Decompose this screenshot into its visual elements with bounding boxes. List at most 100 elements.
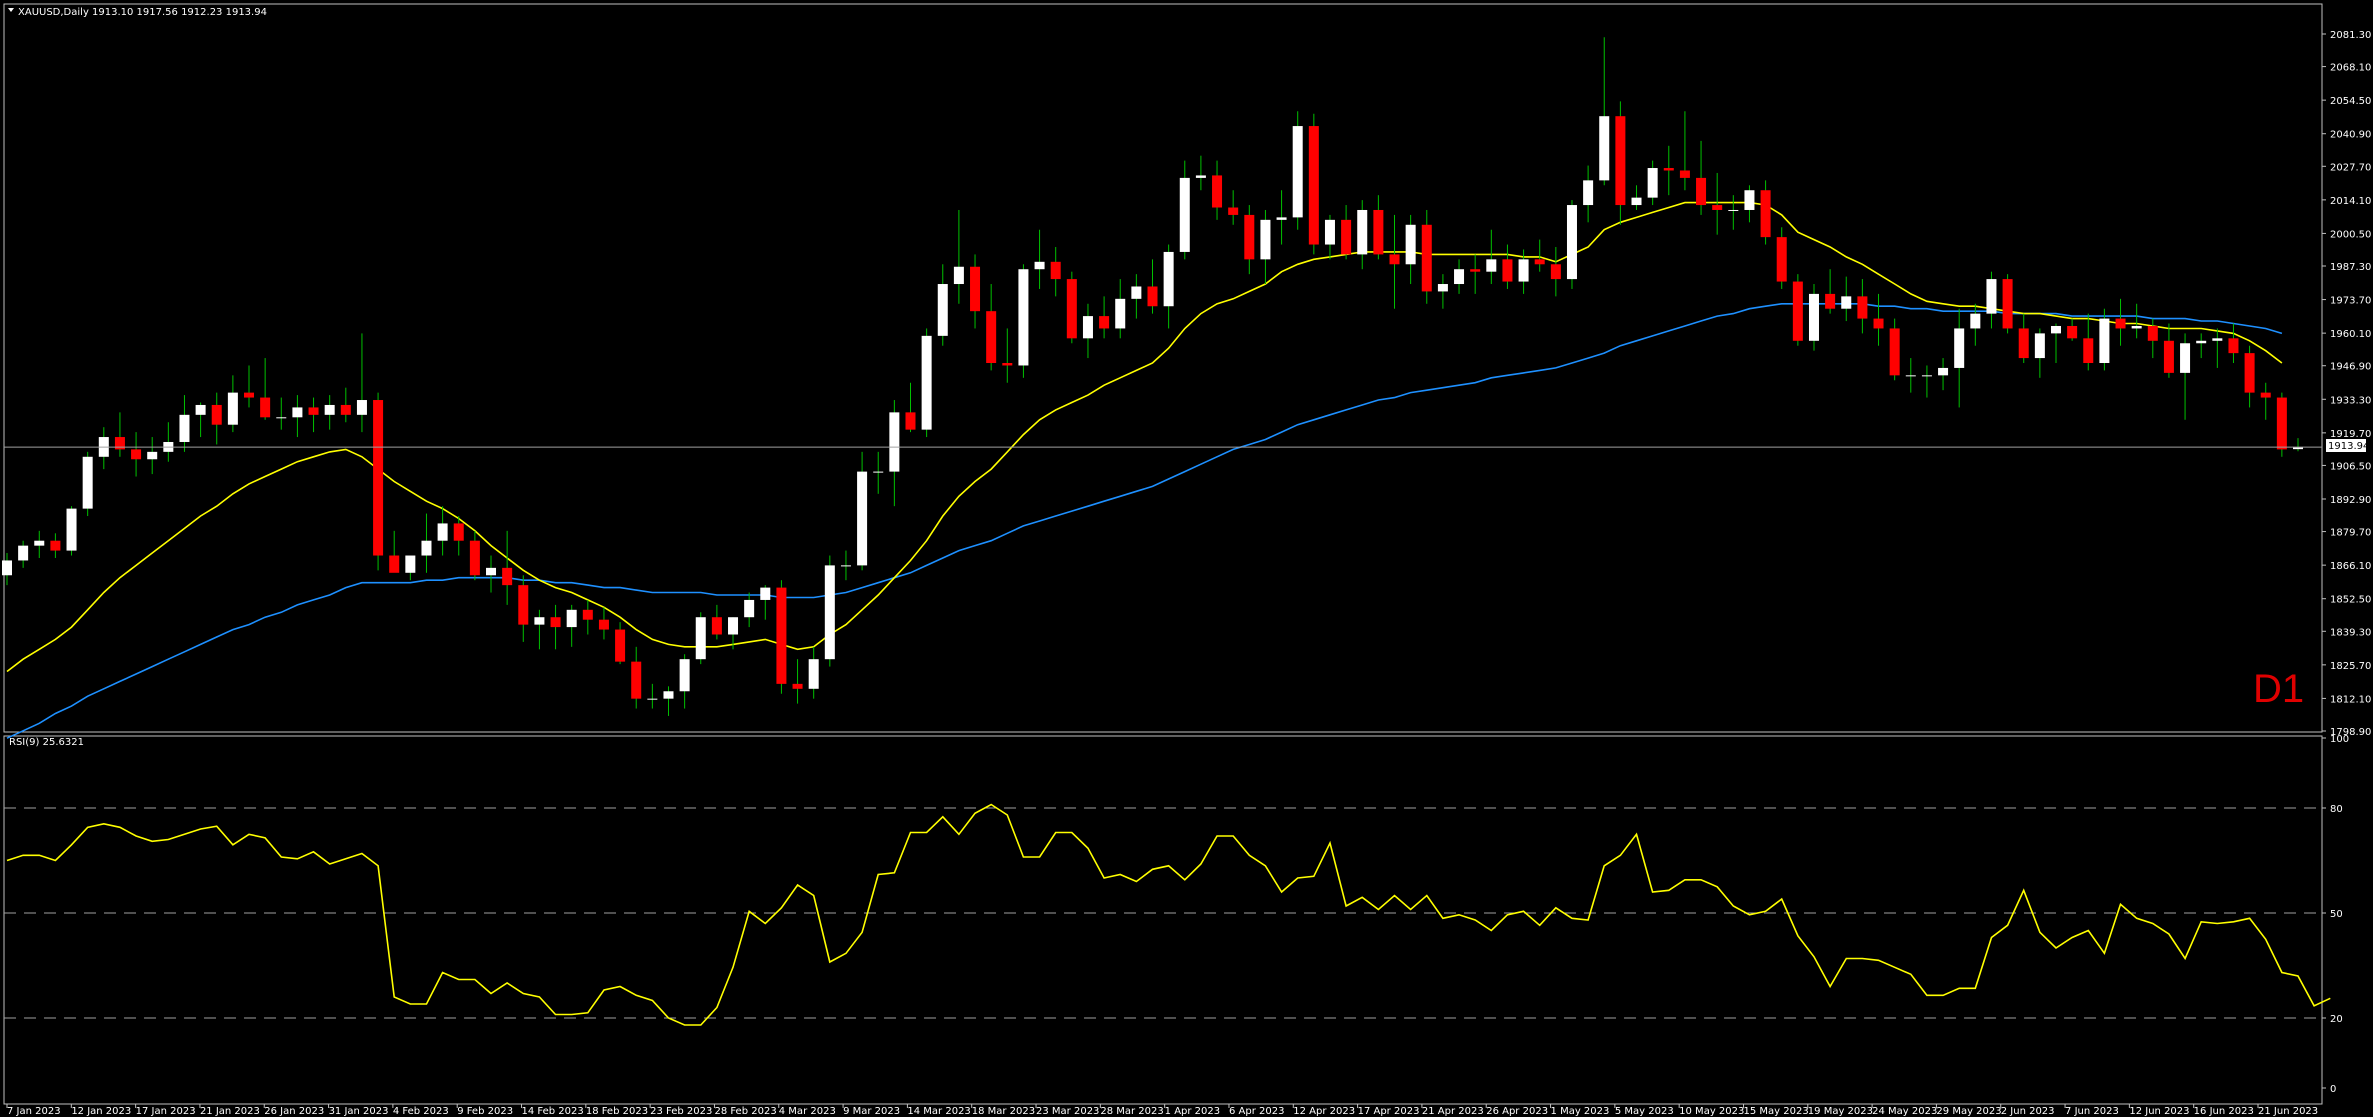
candle xyxy=(1760,180,1771,245)
time-tick-label: 28 Feb 2023 xyxy=(714,1106,776,1117)
time-tick-label: 1 Apr 2023 xyxy=(1165,1106,1220,1117)
bull-candle-body xyxy=(1324,219,1335,245)
candle xyxy=(2292,438,2304,452)
bull-candle-body xyxy=(679,659,690,692)
candle xyxy=(728,617,739,650)
price-tick-label: 2027.70 xyxy=(2330,162,2371,173)
candle xyxy=(373,392,384,571)
bull-candle-body xyxy=(1292,126,1303,218)
candle xyxy=(840,550,851,581)
rsi-tick-label: 50 xyxy=(2330,909,2343,920)
candle xyxy=(195,402,206,438)
candle xyxy=(1002,328,1013,383)
bull-candle-body xyxy=(356,400,367,415)
candle xyxy=(324,395,335,430)
bear-candle-body xyxy=(1502,259,1513,282)
candle xyxy=(1808,284,1819,351)
candle xyxy=(2083,313,2094,371)
candle xyxy=(389,530,400,573)
candle xyxy=(905,382,916,433)
bear-candle-body xyxy=(582,609,593,620)
candle xyxy=(2212,328,2223,368)
price-tick-label: 1866.10 xyxy=(2330,561,2371,572)
bull-candle-body xyxy=(1728,209,1739,211)
bear-candle-body xyxy=(1679,170,1690,178)
time-tick-label: 12 Jun 2023 xyxy=(2129,1106,2189,1117)
candle xyxy=(1712,172,1723,235)
price-tick-label: 1839.30 xyxy=(2330,627,2371,638)
bull-candle-body xyxy=(534,617,545,625)
candle xyxy=(1986,271,1997,329)
bull-candle-body xyxy=(1744,190,1755,210)
candle xyxy=(873,451,884,494)
bear-candle-body xyxy=(518,585,529,625)
price-tick-label: 1987.30 xyxy=(2330,262,2371,273)
bear-candle-body xyxy=(2163,340,2174,373)
candle xyxy=(163,422,174,462)
bull-candle-body xyxy=(1034,261,1045,270)
bear-candle-body xyxy=(2115,318,2126,329)
candle xyxy=(308,397,319,433)
bull-candle-body xyxy=(1357,209,1368,255)
price-axis: 2081.30 2068.10 2054.50 2040.90 2027.70 2014.… xyxy=(2322,30,2371,738)
candle xyxy=(1212,160,1223,220)
bear-candle-body xyxy=(2002,279,2013,329)
candle xyxy=(1357,200,1368,270)
timeframe-label: D1 xyxy=(2253,667,2304,711)
bear-candle-body xyxy=(2067,325,2078,339)
rsi-header: RSI(9) 25.6321 xyxy=(9,737,84,748)
time-tick-label: 9 Feb 2023 xyxy=(457,1106,513,1117)
bear-candle-body xyxy=(373,400,384,556)
candle xyxy=(953,209,964,304)
bear-candle-body xyxy=(1066,279,1077,339)
bear-candle-body xyxy=(2083,338,2094,364)
bear-candle-body xyxy=(502,567,513,586)
bear-candle-body xyxy=(308,407,319,415)
bull-candle-body xyxy=(953,266,964,285)
bull-candle-body xyxy=(405,555,416,573)
time-tick-label: 26 Jan 2023 xyxy=(264,1106,324,1117)
candle xyxy=(1066,271,1077,344)
bull-candle-body xyxy=(1921,375,1932,377)
bull-candle-body xyxy=(1163,251,1174,307)
candle xyxy=(776,580,787,694)
bull-candle-body xyxy=(1260,219,1271,260)
bear-candle-body xyxy=(211,404,222,425)
bull-candle-body xyxy=(2292,447,2304,450)
time-tick-label: 7 Jun 2023 xyxy=(2065,1106,2119,1117)
candle xyxy=(1954,308,1965,408)
bear-candle-body xyxy=(1228,207,1239,215)
rsi-axis: 100 80 50 20 0 xyxy=(2322,734,2349,1095)
bull-candle-body xyxy=(1954,328,1965,368)
price-tick-label: 1933.30 xyxy=(2330,395,2371,406)
candle xyxy=(1437,274,1448,309)
bear-candle-body xyxy=(1792,281,1803,341)
menu-triangle-icon[interactable] xyxy=(8,8,14,12)
time-tick-label: 23 Mar 2023 xyxy=(1036,1106,1099,1117)
candle xyxy=(2228,323,2239,364)
bull-candle-body xyxy=(421,540,432,556)
candle xyxy=(518,575,529,642)
bear-candle-body xyxy=(1470,269,1481,272)
bear-candle-body xyxy=(776,587,787,684)
candle xyxy=(1679,111,1690,191)
candle xyxy=(18,540,29,568)
candle xyxy=(1566,200,1577,289)
price-tick-label: 1798.90 xyxy=(2330,727,2371,738)
bear-candle-body xyxy=(2260,392,2271,398)
bull-candle-body xyxy=(1115,298,1126,329)
bear-candle-body xyxy=(469,540,480,576)
candle xyxy=(1308,113,1319,255)
price-tick-label: 1960.10 xyxy=(2330,329,2371,340)
candle xyxy=(2131,303,2142,339)
time-tick-label: 15 May 2023 xyxy=(1743,1106,1808,1117)
candle xyxy=(2163,323,2174,378)
bear-candle-body xyxy=(2147,325,2158,341)
bear-candle-body xyxy=(2018,328,2029,359)
bear-candle-body xyxy=(1550,264,1561,280)
candle xyxy=(986,284,997,371)
bear-candle-body xyxy=(2244,353,2255,393)
bull-candle-body xyxy=(760,587,771,600)
candle xyxy=(1244,205,1255,275)
